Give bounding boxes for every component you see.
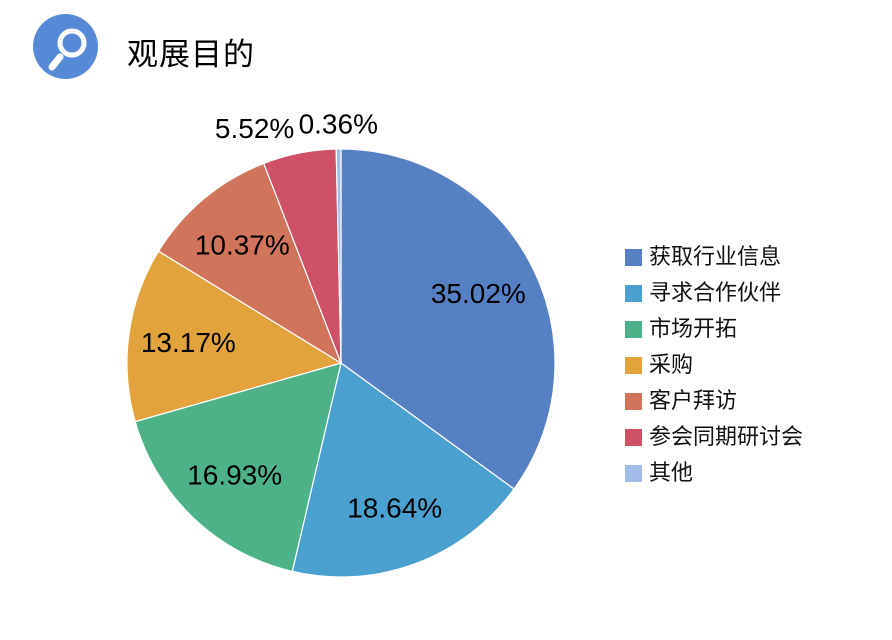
legend-item: 市场开拓 xyxy=(625,316,803,342)
legend: 获取行业信息 寻求合作伙伴 市场开拓采购客户拜访参会同期研讨会 其他 xyxy=(625,244,803,496)
legend-label: 其他 xyxy=(649,460,694,485)
slice-label: 0.36% xyxy=(299,108,378,139)
pie-slice xyxy=(335,148,342,364)
legend-item: 采购 xyxy=(625,352,803,378)
slice-label: 10.37% xyxy=(195,230,290,261)
icon-badge-circle xyxy=(33,14,98,79)
legend-swatch xyxy=(625,284,642,302)
slice-label: 5.52% xyxy=(215,113,294,144)
legend-label: 参会同期研讨会 xyxy=(649,424,804,449)
legend-item: 客户拜访 xyxy=(625,388,803,414)
legend-label: 客户拜访 xyxy=(649,388,738,413)
page-title: 观展目的 xyxy=(127,37,255,72)
legend-item: 获取行业信息 xyxy=(625,244,803,270)
slice-label: 13.17% xyxy=(141,327,236,358)
legend-swatch xyxy=(625,248,642,266)
legend-swatch xyxy=(625,356,642,374)
legend-label: 寻求合作伙伴 xyxy=(649,280,782,305)
legend-item: 寻求合作伙伴 xyxy=(625,280,803,306)
magnifier-icon xyxy=(33,14,98,79)
legend-swatch xyxy=(625,464,642,482)
legend-item: 其他 xyxy=(625,460,803,486)
pie-slice xyxy=(157,162,343,365)
slice-label: 18.64% xyxy=(347,492,442,523)
legend-swatch xyxy=(625,428,642,446)
legend-label: 获取行业信息 xyxy=(649,244,782,269)
slice-label: 16.93% xyxy=(187,460,282,491)
pie-slice xyxy=(291,361,515,578)
legend-label: 市场开拓 xyxy=(649,316,738,341)
slice-label: 35.02% xyxy=(431,278,526,309)
legend-swatch xyxy=(625,320,642,338)
pie-slice xyxy=(126,250,343,423)
header: 观展目的 xyxy=(0,0,892,100)
legend-swatch xyxy=(625,392,642,410)
legend-label: 采购 xyxy=(649,352,694,377)
pie-slice xyxy=(134,362,342,573)
pie-slice xyxy=(340,148,556,490)
legend-item: 参会同期研讨会 xyxy=(625,424,803,450)
